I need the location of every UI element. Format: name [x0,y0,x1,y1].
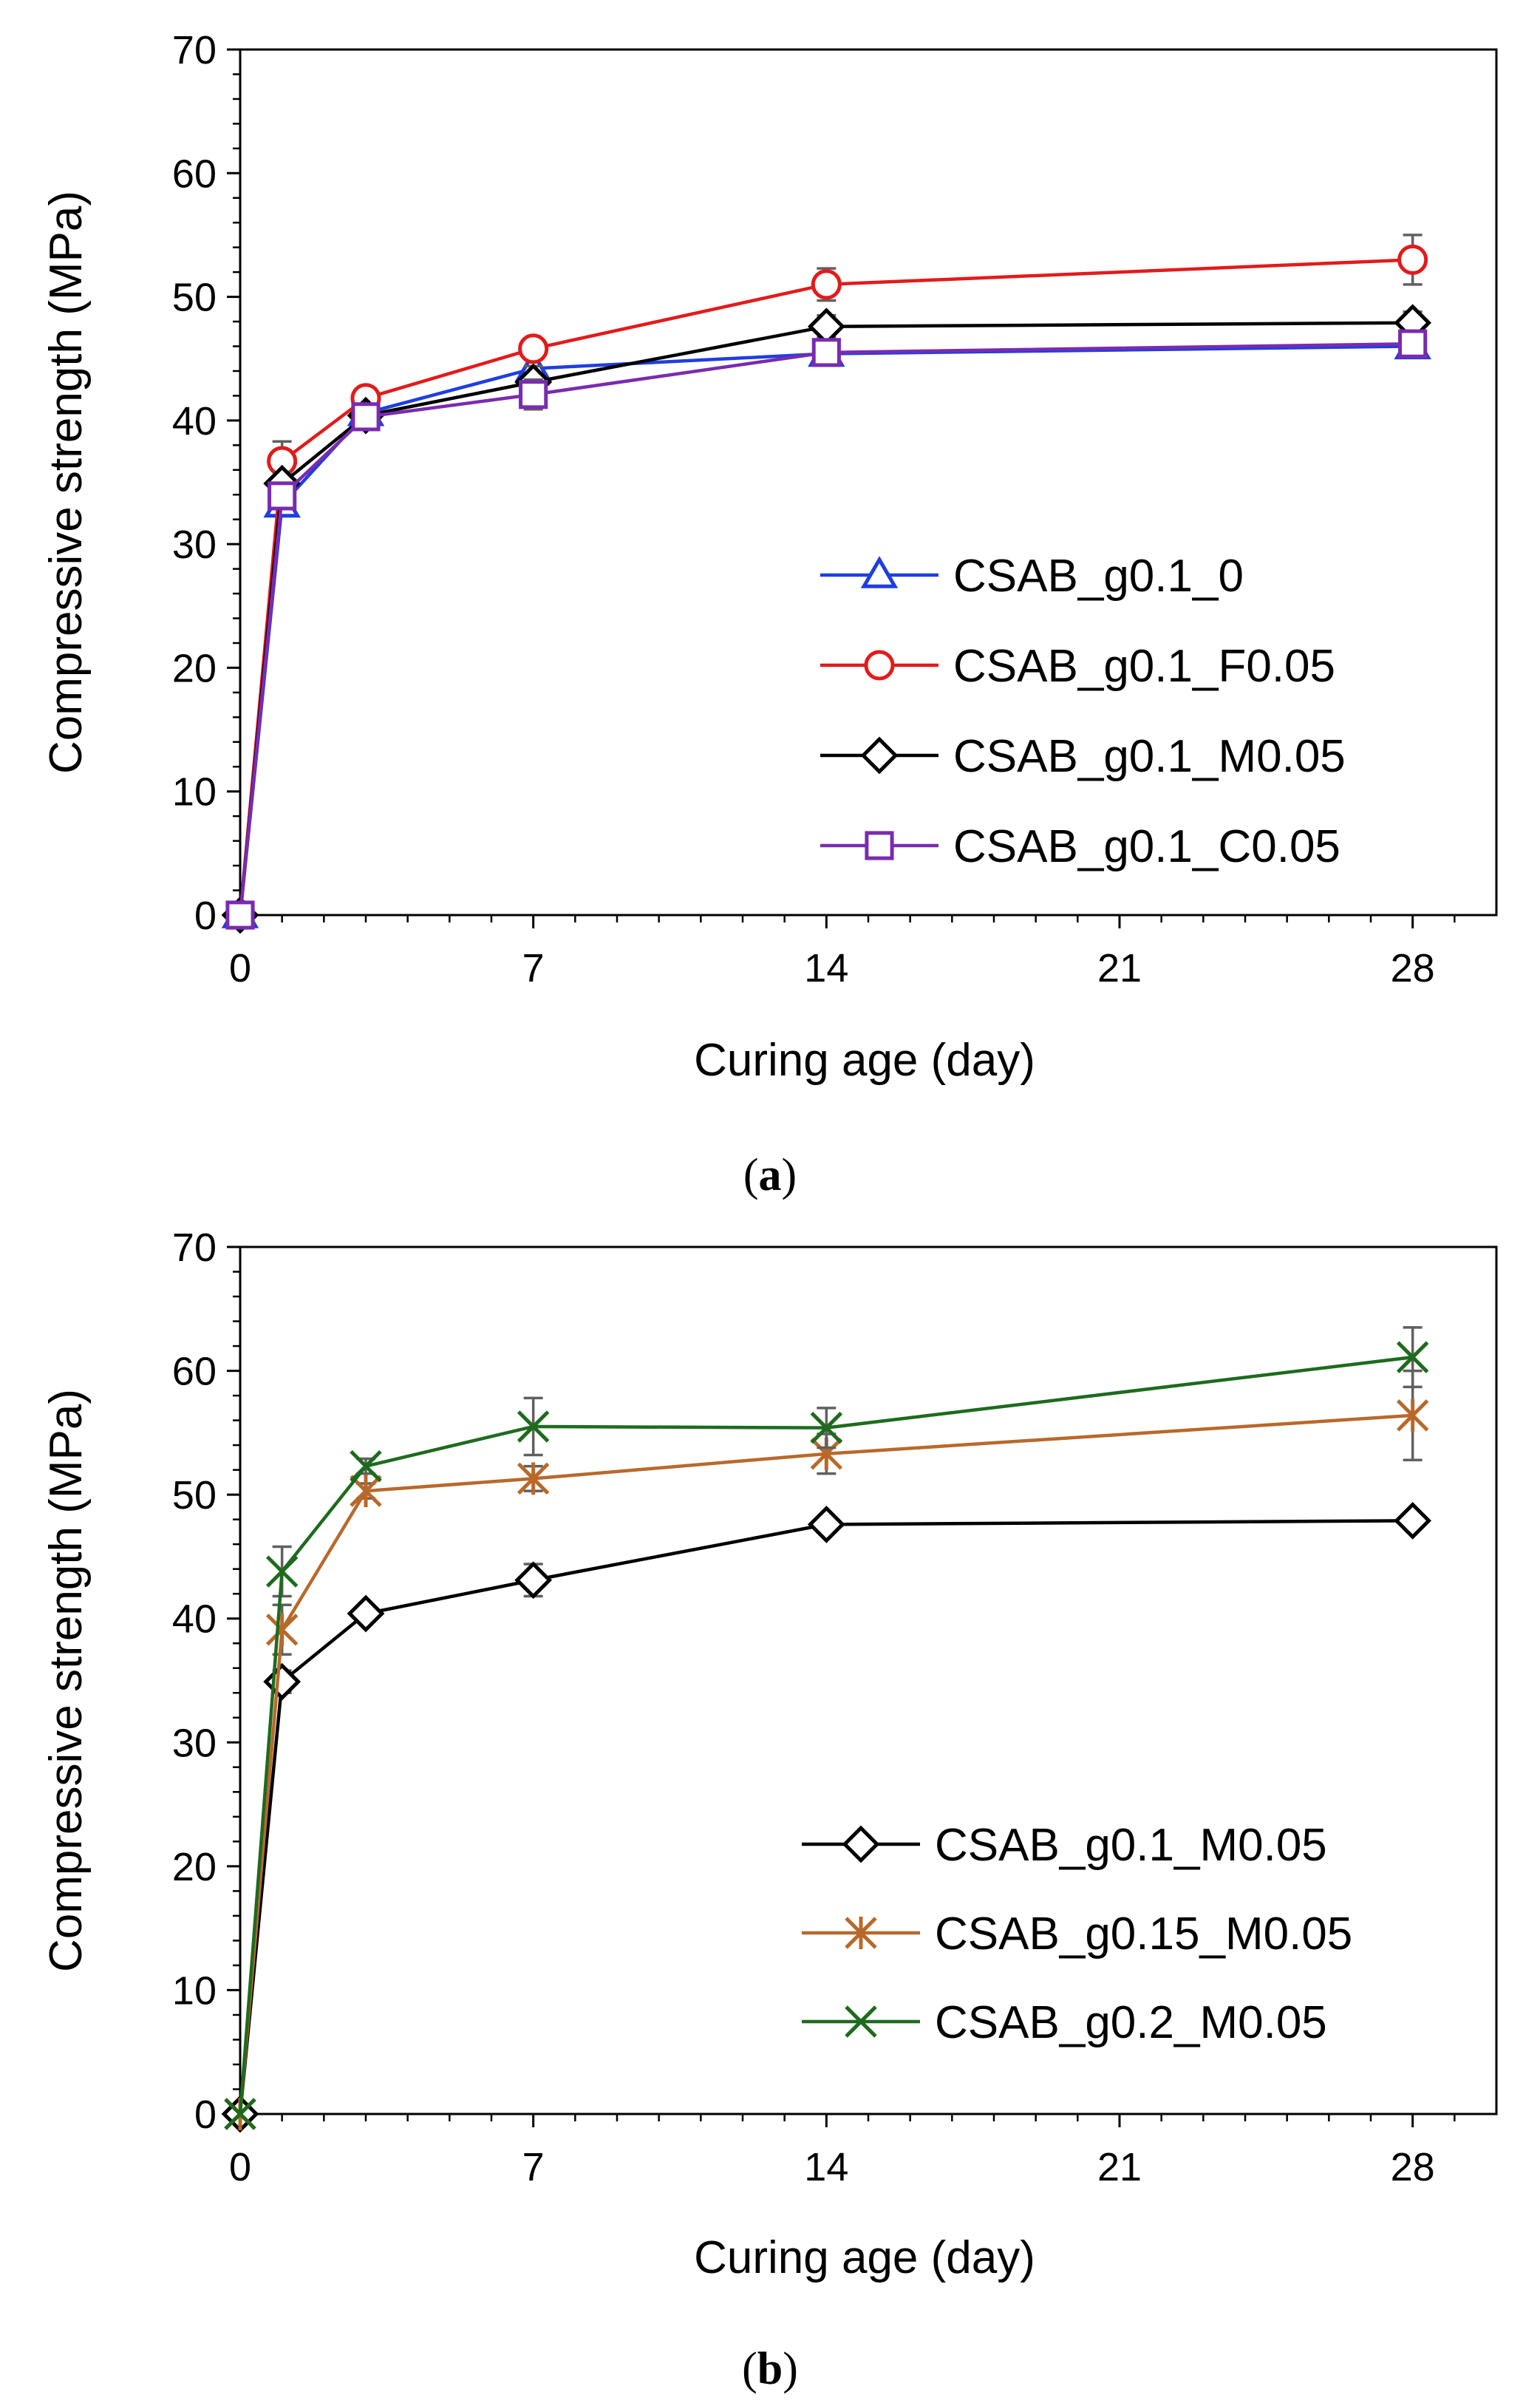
y-tick-label: 10 [172,770,217,815]
data-point [1397,244,1428,275]
panel-letter: a [759,1150,782,1200]
y-tick-label: 70 [172,28,217,72]
x-tick-label: 14 [804,946,848,990]
legend: CSAB_g0.1_0 CSAB_g0.1_F0.05 CSAB_g0.1_M0.0… [820,551,1346,872]
y-tick-label: 30 [172,1721,217,1765]
data-point [514,1561,553,1600]
y-tick-label: 50 [172,1473,217,1517]
legend-entry: CSAB_g0.1_M0.05 [935,1820,1327,1871]
y-axis-label: Compressive strength (MPa) [41,191,92,774]
legend-marker [865,831,894,860]
legend-entry: CSAB_g0.1_C0.05 [953,821,1340,872]
x-tick-label: 28 [1391,946,1435,990]
series-line [238,341,1413,916]
panel-paren: ) [783,2344,798,2394]
series-0 [221,1501,1432,2133]
legend-entry: CSAB_g0.1_F0.05 [953,641,1335,692]
data-point [1396,1341,1429,1373]
panel-paren: ) [782,1150,797,1200]
panel-label: (a) [743,1150,797,1200]
legend-entry: CSAB_g0.1_M0.05 [953,731,1346,782]
panel-label: (b) [742,2344,798,2394]
legend-entry: CSAB_g0.2_M0.05 [935,1997,1327,2048]
y-tick-label: 70 [172,1226,217,1270]
panel-letter: b [757,2344,783,2394]
legend: CSAB_g0.1_M0.05 CSAB_g0.15_M0.05 CSAB_g0.2… [802,1820,1352,2048]
series-2 [224,1326,1429,2130]
series-line [238,1519,1413,2115]
data-point [807,307,845,346]
data-point [810,1411,843,1444]
legend-marker [860,736,899,775]
legend-entry: CSAB_g0.15_M0.05 [935,1909,1352,1960]
data-point [519,380,548,409]
series-line [238,1355,1413,2115]
x-tick-label: 0 [229,946,251,990]
data-point [1398,329,1428,358]
y-tick-label: 40 [172,399,217,443]
data-point [517,1410,550,1443]
legend-marker [842,1825,880,1863]
data-point [265,1613,299,1646]
y-tick-label: 20 [172,646,217,690]
data-point [350,1449,382,1483]
legend-marker [860,556,899,588]
x-axis-label: Curing age (day) [694,1035,1035,1086]
series-line [238,258,1413,916]
y-tick-label: 0 [194,894,217,938]
y-tick-label: 30 [172,523,217,567]
panel-paren: ( [743,1150,759,1200]
y-tick-label: 60 [172,152,217,196]
data-point [351,402,381,432]
x-tick-label: 21 [1097,2145,1142,2189]
chart-panel-a: 0 10 20 30 40 50 60 70 0 7 14 21 28 Curing age (day) C… [41,28,1498,1200]
x-axis-label: Curing age (day) [694,2232,1035,2283]
x-tick-label: 0 [229,2145,251,2189]
data-point [811,338,841,367]
x-tick-label: 28 [1391,2145,1435,2189]
y-axis-label: Compressive strength (MPa) [41,1389,92,1972]
legend-marker [864,650,895,681]
plot-frame [239,48,1498,917]
y-tick-label: 20 [172,1845,217,1889]
chart-panel-b: 0 10 20 30 40 50 60 70 0 7 14 21 28 Curing age (day) C… [41,1226,1498,2394]
x-tick-label: 21 [1097,946,1142,990]
legend-marker [845,2005,877,2038]
x-tick-label: 14 [804,2145,848,2189]
x-tick-label: 7 [522,946,545,990]
data-point [807,1505,845,1543]
plot-frame [239,1245,1498,2115]
data-point [1396,1398,1429,1432]
data-point [1394,1501,1432,1540]
panel-paren: ( [742,2344,757,2394]
data-point [265,1555,299,1588]
series-3 [225,329,1428,930]
data-point [811,269,842,300]
data-point [517,1462,550,1495]
data-point [518,333,549,364]
legend-entry: CSAB_g0.1_0 [953,551,1244,602]
data-point [225,900,255,930]
data-point [224,2098,256,2130]
y-tick-label: 60 [172,1350,217,1394]
legend-marker [845,1917,877,1949]
x-tick-label: 7 [522,2145,545,2189]
series-line [238,1413,1413,2115]
y-tick-label: 0 [194,2093,217,2137]
y-tick-label: 40 [172,1597,217,1642]
y-tick-label: 10 [172,1968,217,2013]
y-tick-label: 50 [172,276,217,320]
data-point [347,1594,385,1633]
data-point [268,481,297,511]
